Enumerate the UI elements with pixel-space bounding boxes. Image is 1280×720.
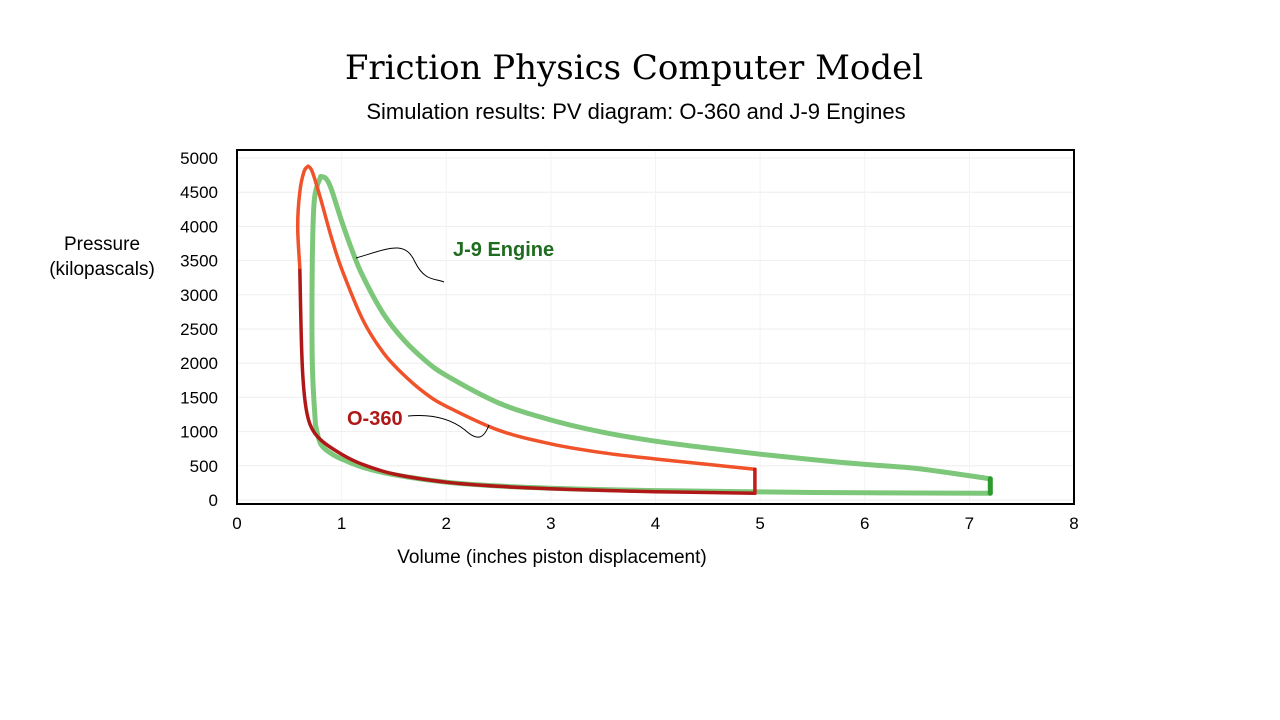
y-tick-label: 1000 xyxy=(180,423,218,442)
plot-frame xyxy=(236,149,1075,505)
y-tick-label: 2500 xyxy=(180,320,218,339)
o360-leader-line xyxy=(407,415,490,438)
series-line-o-360-compression xyxy=(298,265,757,495)
x-tick-label: 8 xyxy=(1069,514,1078,533)
x-tick-label: 5 xyxy=(755,514,764,533)
x-tick-label: 3 xyxy=(546,514,555,533)
y-tick-labels: 0 500 1000 1500 2000 2500 3000 3500 4000 4500 5000 xyxy=(180,149,218,510)
y-tick-label: 3500 xyxy=(180,252,218,271)
x-tick-label: 6 xyxy=(860,514,869,533)
y-tick-label: 1500 xyxy=(180,388,218,407)
series-lines xyxy=(295,164,993,496)
series-line-j-9-engine-expansion xyxy=(318,174,993,482)
series-line-o-360-expansion xyxy=(306,164,757,471)
y-tick-label: 500 xyxy=(190,457,218,476)
y-tick-label: 5000 xyxy=(180,149,218,168)
y-tick-label: 3000 xyxy=(180,286,218,305)
grid-lines xyxy=(236,150,1075,504)
y-tick-label: 0 xyxy=(209,491,218,510)
x-tick-labels: 0 1 2 3 4 5 6 7 8 xyxy=(232,514,1078,533)
annotations: J-9 Engine O-360 xyxy=(347,239,554,438)
series-j-9-engine xyxy=(309,174,993,496)
series-o-360 xyxy=(295,164,757,495)
y-axis-label: Pressure (kilopascals) xyxy=(49,234,155,280)
x-tick-label: 1 xyxy=(337,514,346,533)
x-tick-label: 0 xyxy=(232,514,241,533)
series-line-o-360-combustion xyxy=(295,164,310,270)
y-tick-label: 2000 xyxy=(180,354,218,373)
series-line-j-9-engine-combustion xyxy=(309,174,324,428)
j9-leader-line xyxy=(355,247,445,283)
x-tick-label: 7 xyxy=(965,514,974,533)
y-tick-label: 4000 xyxy=(180,217,218,236)
y-tick-label: 4500 xyxy=(180,183,218,202)
x-tick-label: 4 xyxy=(651,514,660,533)
x-axis-label: Volume (inches piston displacement) xyxy=(397,547,707,568)
x-tick-label: 2 xyxy=(442,514,451,533)
chart-subtitle: Simulation results: PV diagram: O-360 an… xyxy=(366,99,906,124)
annotation-j-9-engine: J-9 Engine xyxy=(453,239,554,261)
chart-title: Friction Physics Computer Model xyxy=(344,48,924,88)
annotation-o-360: O-360 xyxy=(347,408,403,430)
